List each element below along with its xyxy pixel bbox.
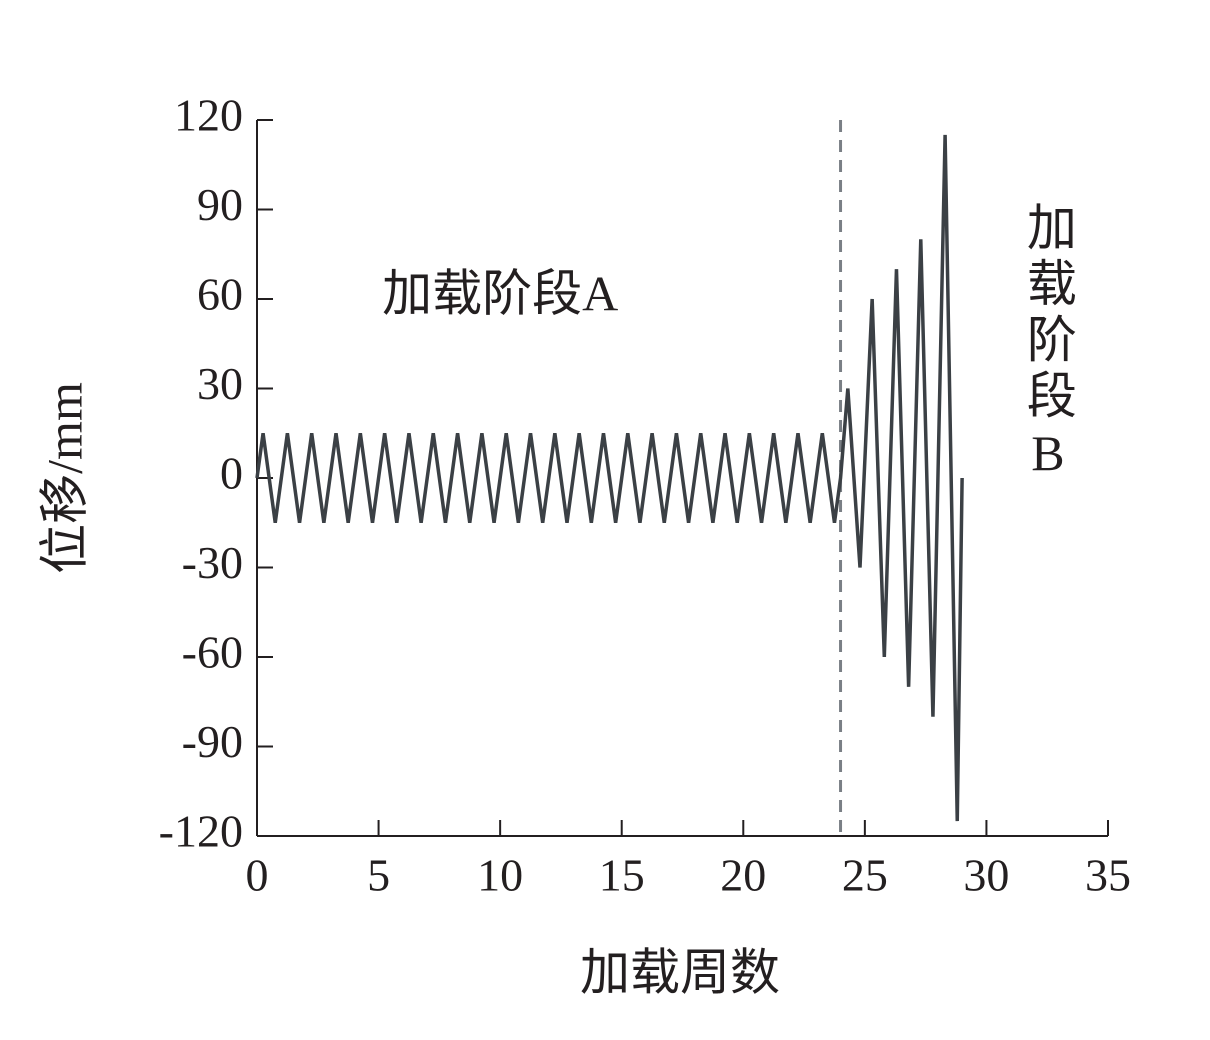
x-tick-label: 35	[1085, 850, 1131, 901]
x-tick-label: 0	[246, 850, 269, 901]
y-tick-label: 60	[197, 269, 243, 320]
annotation: 加载阶段A	[382, 265, 618, 321]
y-tick-label: -30	[182, 537, 243, 588]
y-tick-label: 30	[197, 358, 243, 409]
x-tick-label: 15	[599, 850, 645, 901]
y-axis-label: 位移/mm	[36, 382, 92, 574]
x-tick-label: 5	[367, 850, 390, 901]
x-axis-label: 加载周数	[580, 944, 780, 1000]
x-tick-label: 30	[963, 850, 1009, 901]
y-tick-label: 90	[197, 179, 243, 230]
y-tick-label: -90	[182, 716, 243, 767]
annotation: 加载阶段B	[1020, 201, 1076, 487]
y-tick-label: 120	[174, 90, 243, 141]
y-tick-label: -60	[182, 627, 243, 678]
x-tick-label: 10	[477, 850, 523, 901]
data-line	[255, 134, 964, 822]
x-tick-label: 25	[842, 850, 888, 901]
x-tick-label: 20	[720, 850, 766, 901]
y-tick-label: -120	[159, 806, 243, 857]
y-tick-label: 0	[220, 448, 243, 499]
